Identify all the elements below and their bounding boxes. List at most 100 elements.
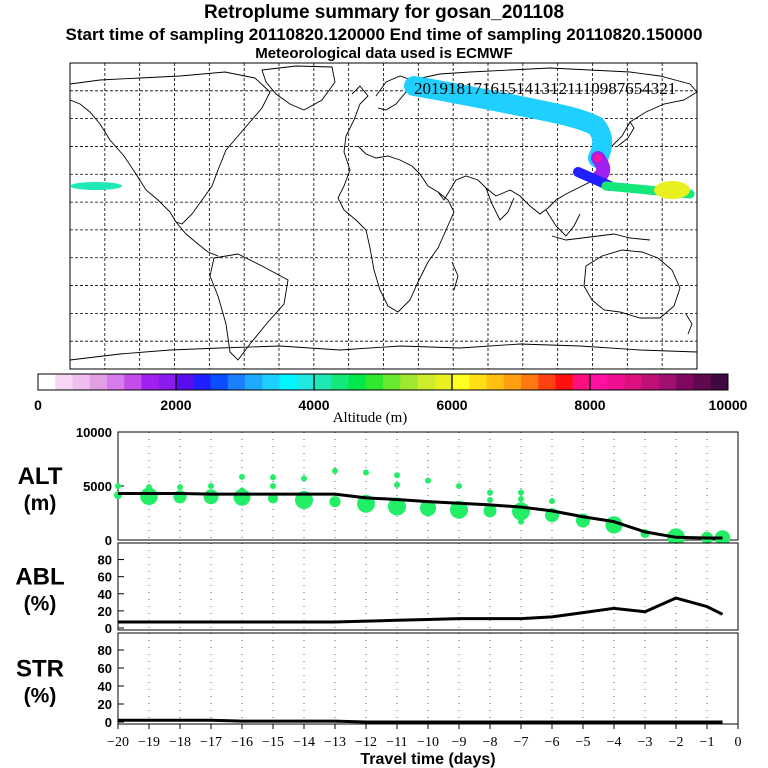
- x-tick-label: −20: [107, 735, 129, 750]
- alt-scatter-point-upper: [518, 489, 524, 496]
- alt-scatter-point: [512, 502, 530, 521]
- alt-scatter-point-upper: [363, 469, 369, 476]
- x-tick-label: −15: [262, 735, 284, 750]
- x-tick-label: −12: [355, 735, 377, 750]
- x-tick-label: 0: [735, 735, 742, 750]
- panel-frame: [117, 632, 739, 725]
- colorbar-swatch: [193, 374, 211, 390]
- colorbar-swatch: [158, 374, 177, 390]
- coastline-new-zealand: [685, 313, 693, 335]
- coastlines: [69, 65, 698, 361]
- colorbar-swatch: [641, 374, 660, 390]
- alt-scatter-point-upper: [177, 484, 183, 491]
- panel-ylabel-unit: (%): [24, 593, 57, 616]
- colorbar-swatch: [296, 374, 315, 390]
- colorbar-swatch: [365, 374, 384, 390]
- alt-scatter-point-upper: [394, 472, 400, 479]
- retroplume-track: 2019181716151413121110987654321: [70, 76, 695, 199]
- colorbar-swatch: [262, 374, 280, 390]
- coastline-europe-africa: [337, 85, 455, 313]
- panel-frame: [117, 431, 739, 541]
- x-tick-label: −18: [169, 735, 191, 750]
- map-gridlines: [70, 63, 697, 369]
- x-tick-label: −11: [386, 735, 407, 750]
- colorbar-swatch: [210, 374, 229, 390]
- colorbar-swatch: [710, 374, 729, 390]
- colorbar-swatch: [417, 374, 436, 390]
- colorbar-tick-label: 6000: [436, 397, 467, 413]
- y-tick-label: 0: [105, 533, 112, 548]
- colorbar-swatch: [572, 374, 591, 390]
- alt-scatter-point-upper: [456, 483, 462, 489]
- colorbar-swatch: [693, 374, 712, 390]
- alt-scatter-point-upper: [239, 487, 245, 494]
- x-tick-label: −7: [514, 735, 529, 750]
- coastline-australia: [583, 249, 681, 319]
- y-tick-label: 60: [98, 570, 112, 585]
- colorbar-swatch: [279, 374, 298, 390]
- x-tick-label: −3: [638, 735, 653, 750]
- colorbar-swatch: [331, 374, 349, 390]
- y-tick-label: 40: [98, 679, 112, 694]
- colorbar-tick-label: 0: [34, 397, 42, 413]
- panel-ylabel-name: ALT: [18, 463, 63, 490]
- x-tick-label: −17: [200, 735, 222, 750]
- colorbar-swatch: [124, 374, 142, 390]
- meteorological-data-line: Meteorological data used is ECMWF: [255, 45, 513, 62]
- coastline-indonesia: [551, 233, 651, 241]
- alt-scatter-point-upper: [208, 483, 214, 489]
- y-tick-label: 5000: [83, 479, 112, 494]
- alt-scatter-point-upper: [518, 518, 524, 525]
- x-tick-label: −4: [607, 735, 622, 750]
- alt-scatter-point: [329, 496, 341, 508]
- alt-scatter-point-upper: [487, 489, 493, 496]
- colorbar-tick-labels: 0 2000 4000 6000 8000 10000: [34, 397, 748, 413]
- colorbar-swatch: [176, 374, 194, 390]
- alt-scatter-point-upper: [115, 483, 121, 489]
- time-series-panels: 1000050000ALT(m)806040200ABL(%)806040200…: [15, 425, 741, 768]
- colorbar-swatch: [107, 374, 125, 390]
- series-line-str: [118, 718, 723, 724]
- x-tick-label: −2: [669, 735, 684, 750]
- alt-scatter-point: [267, 493, 279, 504]
- alt-scatter-point-upper: [332, 467, 338, 474]
- coastline-south-america: [209, 253, 289, 361]
- colorbar-swatch: [676, 374, 694, 390]
- plume-west-wrap: [70, 182, 122, 190]
- y-tick-label: 20: [98, 604, 112, 619]
- x-tick-label: −19: [138, 735, 160, 750]
- colorbar-swatch: [452, 374, 470, 390]
- colorbar-swatch: [503, 374, 522, 390]
- x-tick-label: −14: [293, 735, 315, 750]
- colorbar-tick-label: 4000: [298, 397, 329, 413]
- colorbar-swatch: [245, 374, 263, 390]
- alt-scatter-point: [140, 487, 158, 506]
- y-tick-label: 80: [98, 553, 112, 568]
- alt-scatter-point-upper: [425, 477, 431, 484]
- coastline-greenland: [261, 65, 336, 111]
- alt-scatter-point: [388, 497, 406, 516]
- panel-alt: 10000 5000 0 ALT(m): [18, 425, 739, 548]
- panel-frame: [117, 542, 739, 631]
- colorbar-frame: [37, 373, 729, 391]
- alt-scatter-point: [419, 500, 437, 517]
- alt-scatter-point-upper: [146, 484, 152, 491]
- panel-ylabel-name: STR: [16, 656, 64, 683]
- colorbar-swatch: [72, 374, 91, 390]
- y-tick-label: 10000: [76, 425, 112, 440]
- y-tick-label: 40: [98, 587, 112, 602]
- colorbar-tick-label: 10000: [709, 397, 748, 413]
- alt-scatter-point: [203, 489, 219, 505]
- plume-day-labels: 2019181716151413121110987654321: [414, 79, 676, 98]
- alt-scatter-point-upper: [487, 497, 493, 504]
- alt-scatter-point: [483, 504, 497, 518]
- x-tick-label: −8: [483, 735, 498, 750]
- colorbar-swatch: [89, 374, 108, 390]
- alt-scatter-point-upper: [239, 473, 245, 480]
- coastline-north-america: [69, 71, 271, 225]
- panel-str: 80 60 40 20 0 STR(%): [16, 632, 739, 730]
- x-tick-label: −5: [576, 735, 591, 750]
- alt-scatter-point-upper: [301, 475, 307, 482]
- colorbar-swatch: [607, 374, 625, 390]
- altitude-colorbar: [37, 373, 729, 391]
